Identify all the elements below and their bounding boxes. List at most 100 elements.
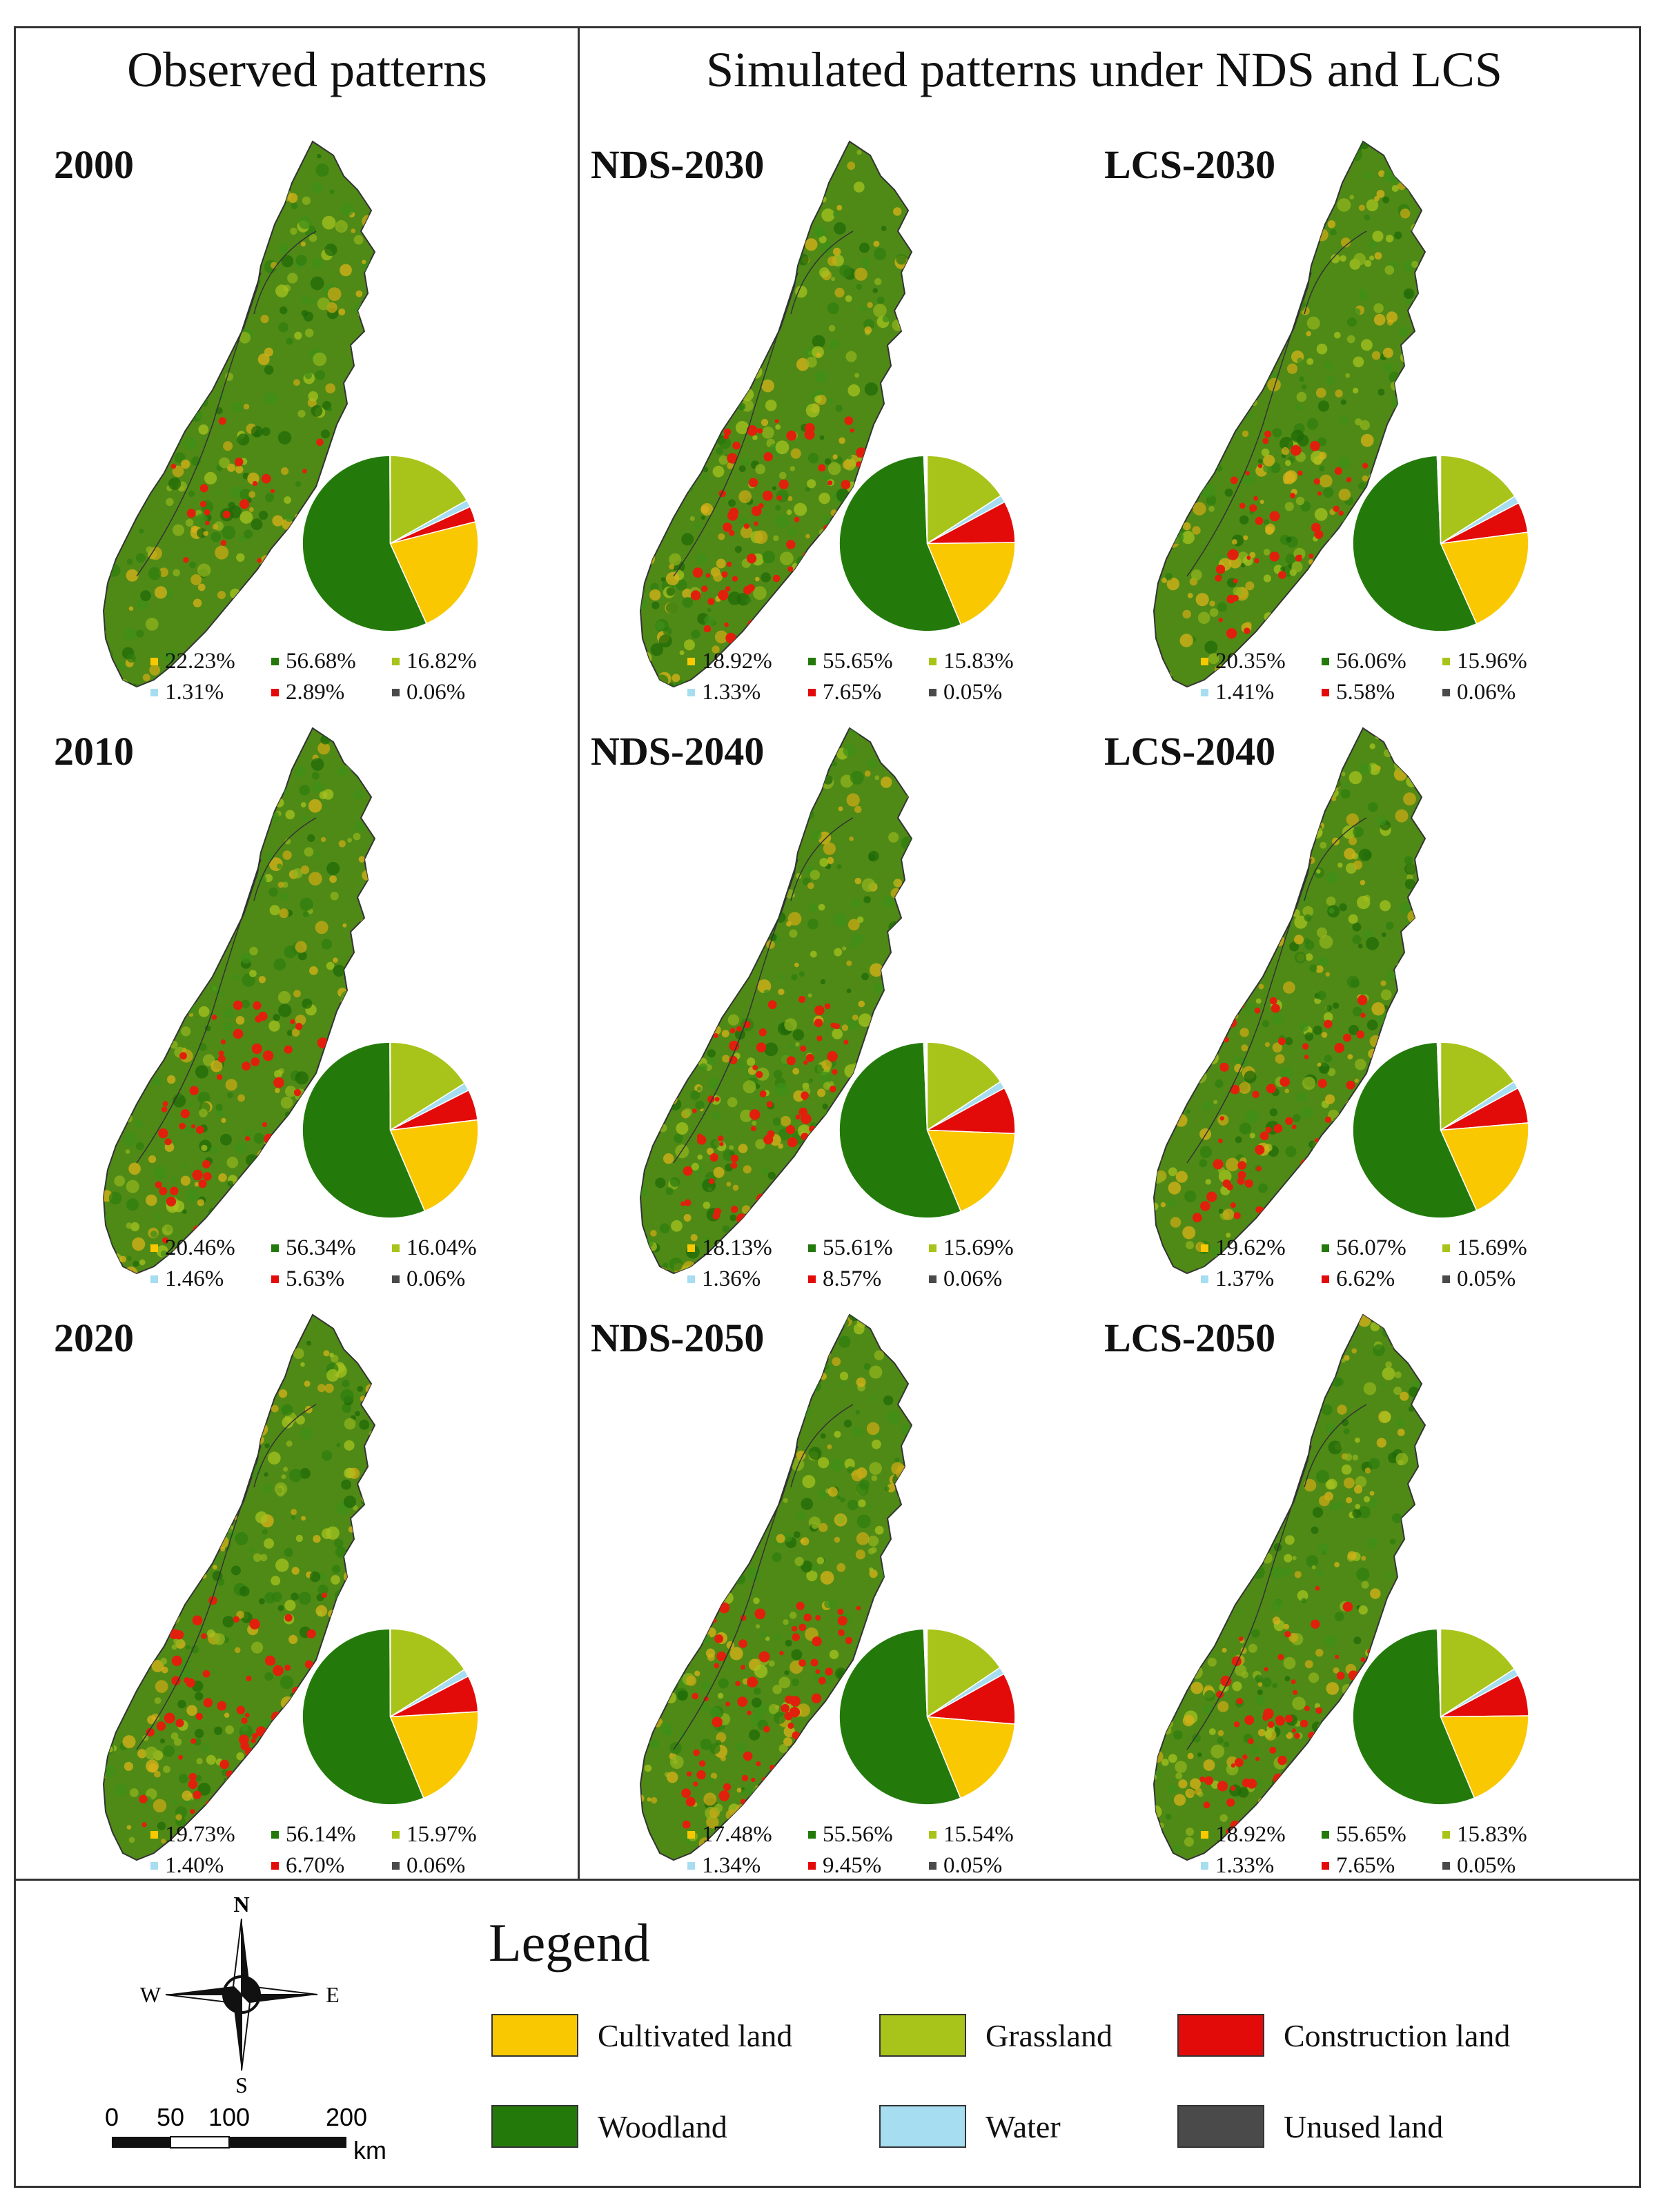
unused-marker [1442, 689, 1450, 696]
percent-cultivated: 18.92% [687, 649, 808, 674]
legend-label-cultivated: Cultivated land [598, 2017, 793, 2053]
percent-grassland: 15.54% [929, 1822, 1050, 1848]
legend-item-water: Water [879, 2105, 1061, 2148]
percent-value: 19.62% [1215, 1235, 1286, 1260]
simulated-header: Simulated patterns under NDS and LCS [706, 42, 1502, 97]
woodland-marker [271, 1831, 279, 1839]
percent-cultivated: 20.35% [1201, 649, 1322, 674]
woodland-marker [808, 1831, 816, 1839]
percent-row: 18.92% 55.65% 15.83% [1201, 1822, 1563, 1848]
percent-grassland: 15.69% [929, 1235, 1050, 1261]
construction-marker [808, 1862, 816, 1870]
compass-east-point [242, 1995, 317, 2003]
pie-slice-construction [925, 1673, 1016, 1725]
scale-tick-50: 50 [157, 2103, 184, 2131]
unused-marker [1442, 1862, 1450, 1870]
woodland-marker [1322, 1244, 1329, 1252]
percent-value: 15.83% [943, 649, 1014, 674]
percent-row: 17.48% 55.56% 15.54% [687, 1822, 1050, 1848]
unused-marker [929, 689, 937, 696]
percent-construction: 7.65% [808, 680, 929, 705]
percent-unused: 0.05% [929, 680, 1050, 705]
percent-value: 20.46% [165, 1235, 235, 1260]
unused-marker [392, 689, 400, 696]
percent-value: 1.31% [165, 680, 224, 705]
land-use-map [1153, 727, 1426, 1275]
percent-value: 16.04% [406, 1235, 477, 1260]
percent-value: 5.63% [286, 1266, 345, 1291]
percent-value: 19.73% [165, 1822, 235, 1847]
percent-row: 19.73% 56.14% 15.97% [150, 1822, 513, 1848]
pie-slice-cultivated [389, 521, 479, 625]
grassland-marker [929, 1831, 937, 1839]
percent-grassland: 16.82% [392, 649, 513, 674]
pie-slice-grassland [389, 1628, 465, 1718]
pie-slice-cultivated [1440, 1715, 1529, 1799]
percent-cultivated: 22.23% [150, 649, 271, 674]
legend-label-construction: Construction land [1284, 2017, 1511, 2053]
unused-marker [1442, 1275, 1450, 1283]
percent-value: 1.46% [165, 1266, 224, 1291]
percent-construction: 2.89% [271, 680, 392, 705]
water-marker [687, 1275, 695, 1283]
percent-construction: 7.65% [1322, 1853, 1442, 1879]
water-marker [1201, 1862, 1208, 1870]
percent-woodland: 55.65% [808, 649, 929, 674]
percent-value: 7.65% [823, 680, 882, 705]
percent-grassland: 15.83% [1442, 1822, 1563, 1848]
pie-slice-grassland [389, 1041, 466, 1131]
pie-slice-unused [389, 1041, 391, 1131]
percent-value: 15.69% [943, 1235, 1014, 1260]
observed-header: Observed patterns [127, 42, 487, 97]
construction-swatch [1177, 2014, 1264, 2057]
cultivated-marker [1201, 1831, 1208, 1839]
map-panel: LCS-2030 20.35% 56.06% 15.96% 1.41% 5.58% 0.06… [1090, 135, 1629, 735]
legend-label-unused: Unused land [1284, 2108, 1444, 2144]
scale-segment-1 [112, 2137, 170, 2148]
percent-value: 15.96% [1457, 649, 1527, 674]
land-use-pie-chart [302, 455, 479, 632]
unused-marker [929, 1862, 937, 1870]
percent-construction: 9.45% [808, 1853, 929, 1879]
percent-row: 1.40% 6.70% 0.06% [150, 1853, 513, 1879]
panel-label: NDS-2050 [591, 1315, 765, 1360]
percent-cultivated: 20.46% [150, 1235, 271, 1261]
percent-row: 1.36% 8.57% 0.06% [687, 1266, 1050, 1292]
percent-cultivated: 18.92% [1201, 1822, 1322, 1848]
figure-frame [14, 26, 1641, 2188]
pie-slice-grassland [1440, 1041, 1515, 1131]
percent-value: 17.48% [702, 1822, 772, 1847]
percent-value: 6.70% [286, 1853, 345, 1878]
grassland-marker [1442, 1244, 1450, 1252]
legend-title: Legend [489, 1912, 650, 1973]
percent-unused: 0.05% [1442, 1853, 1563, 1879]
percent-value: 18.92% [1215, 1822, 1286, 1847]
percent-value: 15.83% [1457, 1822, 1527, 1847]
pie-slice-cultivated [389, 1119, 479, 1212]
construction-marker [271, 1275, 279, 1283]
percent-value: 56.07% [1336, 1235, 1406, 1260]
percent-value: 0.05% [1457, 1266, 1516, 1291]
percent-row: 20.46% 56.34% 16.04% [150, 1235, 513, 1261]
unused-swatch [1177, 2105, 1264, 2148]
grassland-marker [392, 1831, 400, 1839]
grassland-marker [929, 1244, 937, 1252]
land-use-map [639, 727, 913, 1275]
percent-value: 0.06% [1457, 680, 1516, 705]
percent-water: 1.37% [1201, 1266, 1322, 1292]
district-boundary [673, 1404, 854, 1750]
unused-marker [392, 1862, 400, 1870]
woodland-swatch [491, 2105, 578, 2148]
percent-value: 8.57% [823, 1266, 882, 1291]
woodland-marker [1322, 1831, 1329, 1839]
percent-construction: 5.58% [1322, 680, 1442, 705]
pie-slice-woodland [839, 1628, 961, 1805]
legend-item-woodland: Woodland [491, 2105, 727, 2148]
pie-slice-cultivated [926, 1716, 1016, 1799]
unused-marker [392, 1275, 400, 1283]
percent-grassland: 15.83% [929, 649, 1050, 674]
percent-unused: 0.06% [929, 1266, 1050, 1292]
percent-water: 1.36% [687, 1266, 808, 1292]
percent-woodland: 56.06% [1322, 649, 1442, 674]
pie-slice-unused [923, 1628, 928, 1717]
